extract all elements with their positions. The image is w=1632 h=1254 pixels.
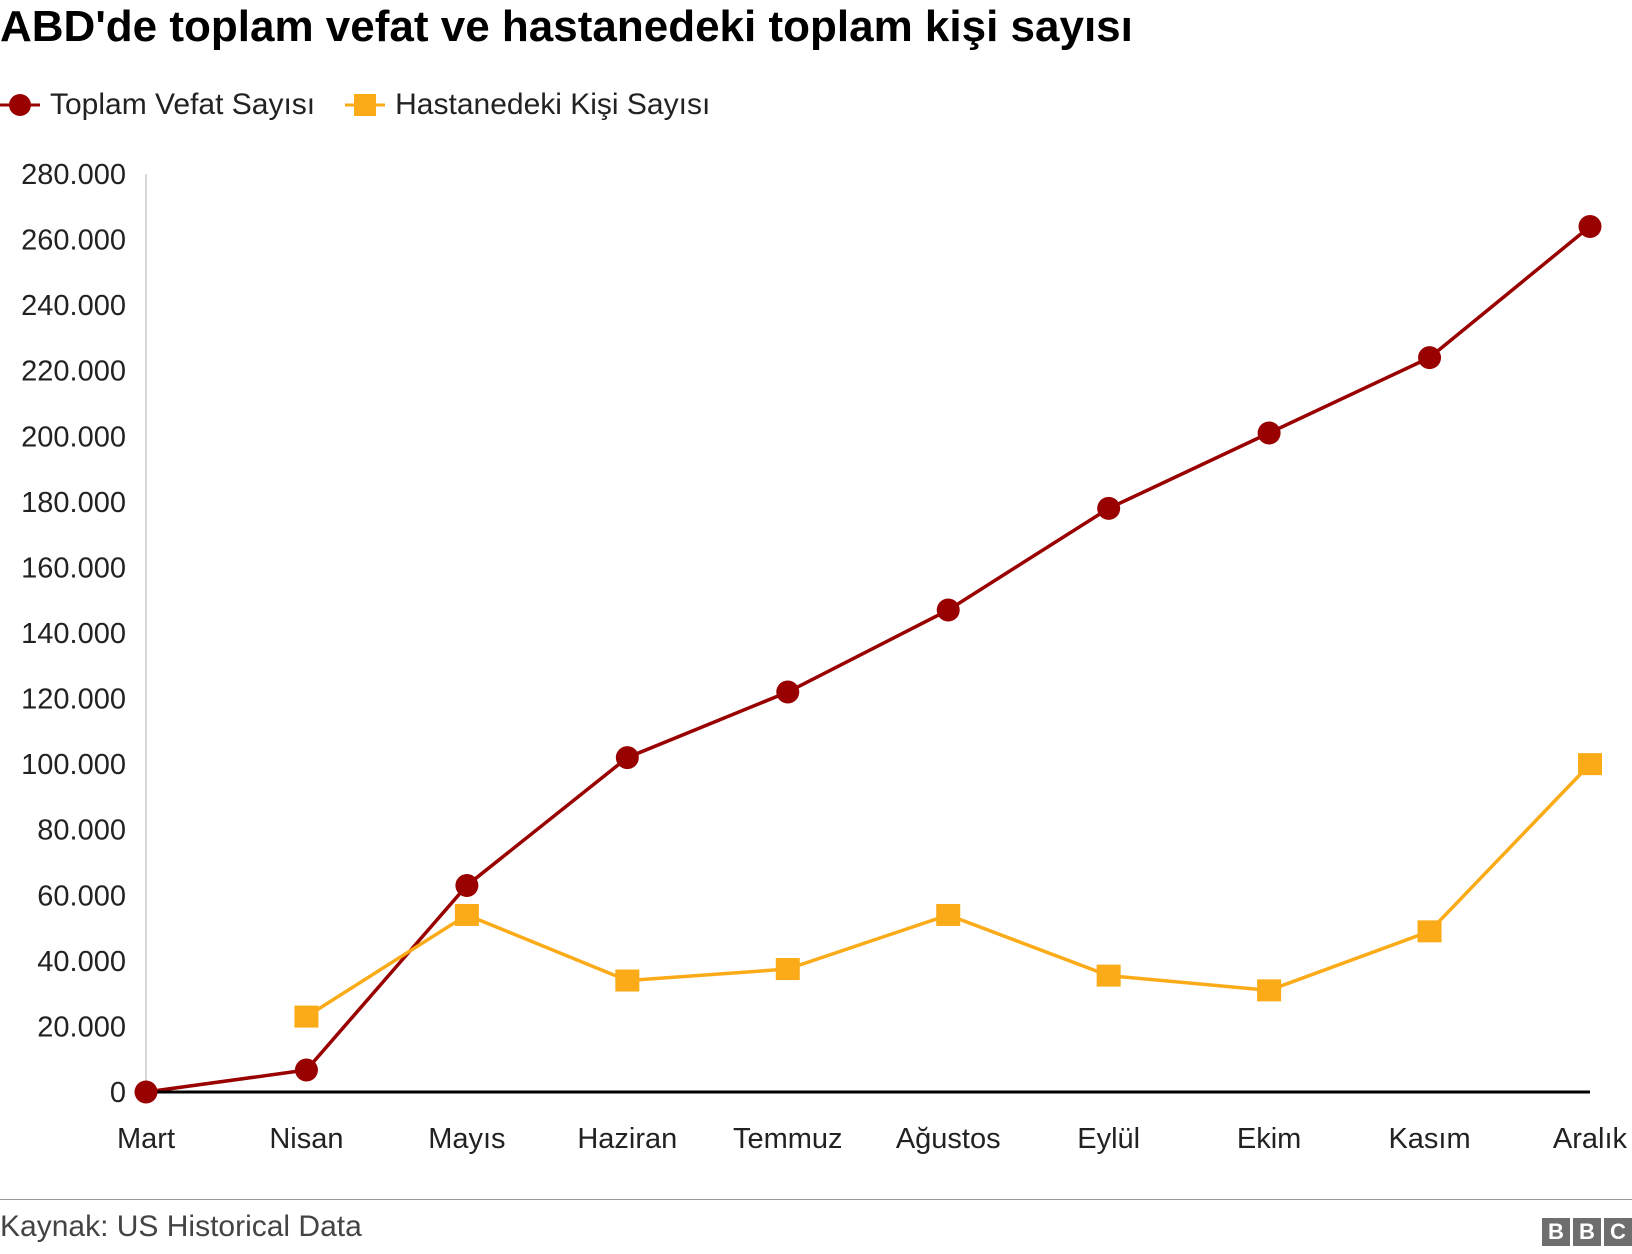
data-point-square <box>1096 964 1121 987</box>
y-tick-label: 20.000 <box>37 1011 126 1043</box>
data-point-square <box>294 1005 319 1028</box>
x-tick-label: Mart <box>117 1123 175 1155</box>
data-point-circle <box>455 873 479 897</box>
y-tick-label: 260.000 <box>21 225 126 257</box>
data-point-square <box>1578 753 1602 776</box>
data-point-square <box>775 958 800 981</box>
data-point-circle <box>1257 421 1281 445</box>
x-tick-label: Haziran <box>577 1123 677 1155</box>
legend-circle-marker-icon <box>0 94 40 116</box>
source-note: Kaynak: US Historical Data <box>0 1210 362 1243</box>
data-point-square <box>1257 979 1282 1002</box>
y-tick-label: 40.000 <box>37 946 126 978</box>
y-tick-label: 160.000 <box>21 552 126 584</box>
y-tick-label: 80.000 <box>37 815 126 847</box>
footer-divider <box>0 1199 1632 1200</box>
legend-label-hospitalized: Hastanedeki Kişi Sayısı <box>395 88 711 121</box>
line-chart: 0 20.000 40.000 60.000 80.000 100.000 120.000 1… <box>21 159 1628 1155</box>
series-line-0 <box>145 225 1592 1094</box>
data-point-square <box>615 969 640 992</box>
y-tick-label: 200.000 <box>21 421 126 453</box>
x-tick-label: Nisan <box>269 1123 343 1155</box>
y-tick-label: 140.000 <box>21 618 126 650</box>
y-tick-label: 180.000 <box>21 487 126 519</box>
data-point-square <box>1417 920 1442 943</box>
legend-square-marker-icon <box>345 94 386 116</box>
y-tick-label: 280.000 <box>21 159 126 191</box>
data-point-circle <box>294 1058 318 1082</box>
data-point-square <box>936 903 961 926</box>
y-tick-label: 120.000 <box>21 684 126 716</box>
x-tick-label: Aralık <box>1553 1123 1628 1155</box>
data-point-circle <box>776 680 800 704</box>
x-tick-label: Ağustos <box>896 1123 1001 1155</box>
data-point-circle <box>1578 214 1602 238</box>
y-tick-label: 60.000 <box>37 880 126 912</box>
x-tick-label: Ekim <box>1237 1123 1301 1155</box>
y-tick-label: 100.000 <box>21 749 126 781</box>
data-point-circle <box>134 1080 158 1104</box>
y-tick-label: 0 <box>110 1077 126 1109</box>
data-point-circle <box>615 746 639 770</box>
data-point-circle <box>936 598 960 622</box>
data-point-square <box>454 903 479 926</box>
legend-item-deaths: Toplam Vefat Sayısı <box>0 88 315 122</box>
x-tick-label: Temmuz <box>733 1123 843 1155</box>
data-point-circle <box>1418 346 1442 370</box>
x-tick-label: Mayıs <box>428 1123 505 1155</box>
data-point-circle <box>1097 496 1121 520</box>
x-tick-label: Kasım <box>1388 1123 1470 1155</box>
y-tick-label: 220.000 <box>21 356 126 388</box>
legend-item-hospitalized: Hastanedeki Kişi Sayısı <box>345 88 710 122</box>
series-line-1 <box>305 762 1592 1019</box>
y-tick-label: 240.000 <box>21 290 126 322</box>
chart-title: ABD'de toplam vefat ve hastanedeki topla… <box>0 2 1133 51</box>
legend: Toplam Vefat Sayısı Hastanedeki Kişi Say… <box>0 88 710 122</box>
legend-label-deaths: Toplam Vefat Sayısı <box>50 88 316 121</box>
x-tick-label: Eylül <box>1077 1123 1140 1155</box>
